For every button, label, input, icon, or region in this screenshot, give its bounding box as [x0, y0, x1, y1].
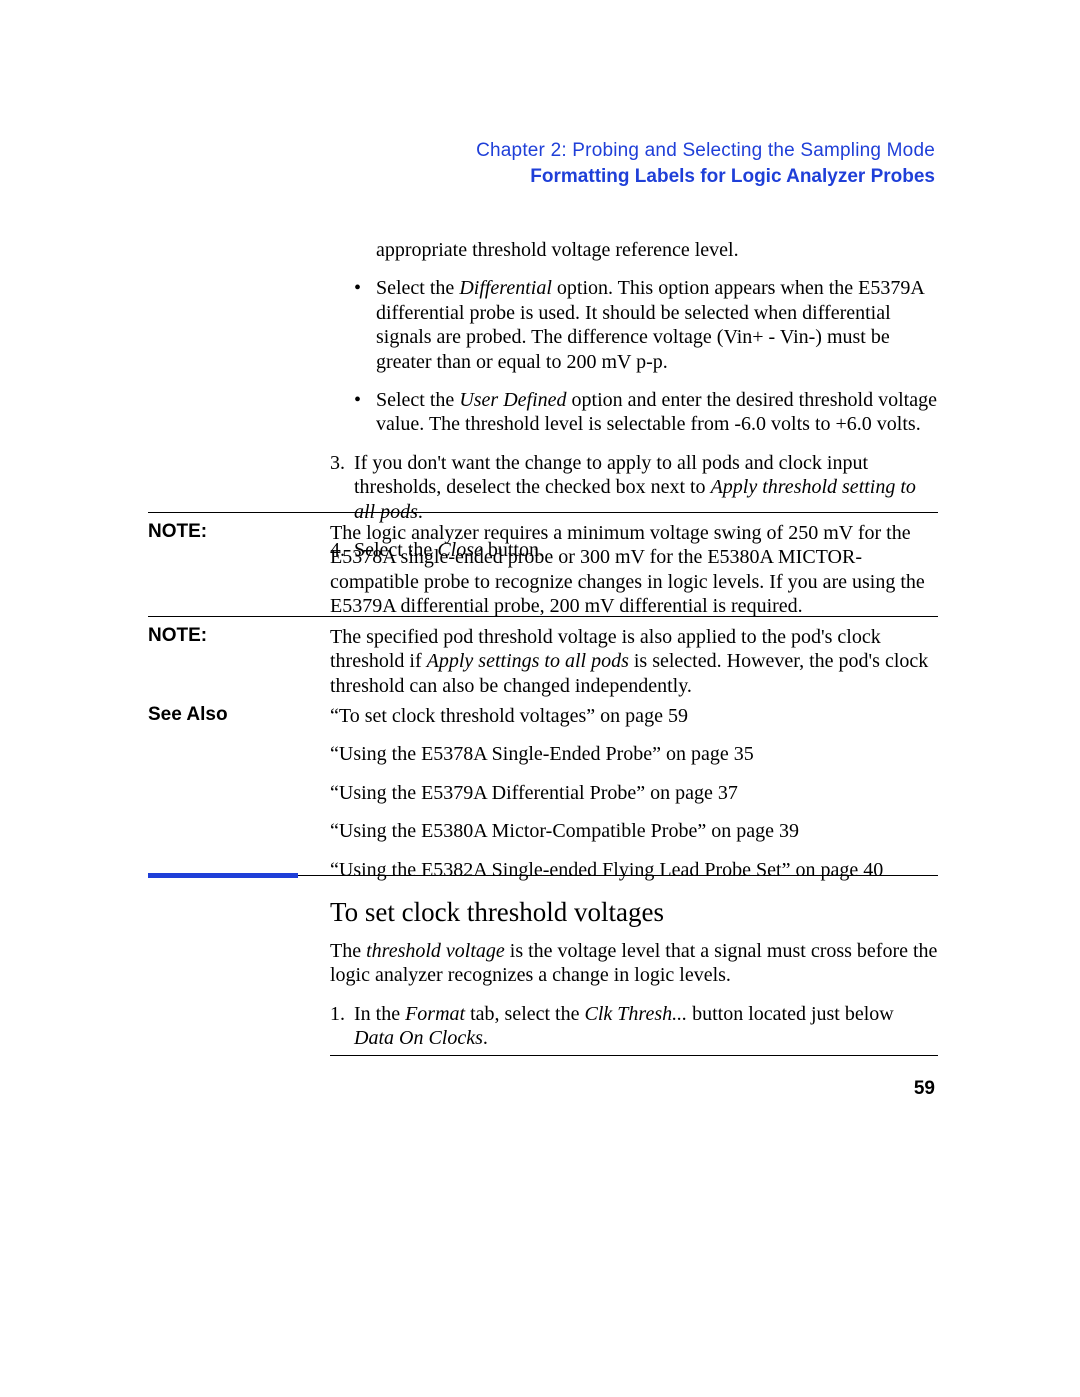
step-number: 1.: [330, 1002, 345, 1026]
step-part-italic: Data On Clocks: [354, 1027, 483, 1049]
page-header: Chapter 2: Probing and Selecting the Sam…: [476, 140, 935, 188]
section-body: The threshold voltage is the voltage lev…: [330, 939, 938, 1065]
document-page: Chapter 2: Probing and Selecting the Sam…: [0, 0, 1080, 1397]
see-also: See Also “To set clock threshold voltage…: [148, 704, 938, 896]
bullet-text-pre: Select the: [376, 277, 459, 299]
see-also-label: See Also: [148, 704, 308, 726]
see-also-item: “To set clock threshold voltages” on pag…: [330, 704, 938, 728]
lead-fragment: appropriate threshold voltage reference …: [330, 238, 940, 262]
footer-rule: [330, 1055, 938, 1056]
see-also-body: “To set clock threshold voltages” on pag…: [330, 704, 938, 882]
see-also-item: “Using the E5378A Single-Ended Probe” on…: [330, 742, 938, 766]
see-also-item: “Using the E5379A Differential Probe” on…: [330, 781, 938, 805]
bullet-italic: Differential: [459, 277, 552, 299]
section-rule: [298, 875, 938, 876]
step-number: 3.: [330, 451, 345, 475]
section-accent-bar: [148, 873, 298, 878]
intro-pre: The: [330, 940, 366, 962]
bullet-user-defined: Select the User Defined option and enter…: [330, 388, 940, 437]
section-title: To set clock threshold voltages: [330, 897, 664, 928]
note-body: The specified pod threshold voltage is a…: [330, 617, 938, 698]
step-part: .: [483, 1027, 488, 1049]
step-part: button located just below: [687, 1003, 894, 1025]
bullet-italic: User Defined: [459, 389, 566, 411]
section-breadcrumb: Formatting Labels for Logic Analyzer Pro…: [476, 166, 935, 188]
note-body: The logic analyzer requires a minimum vo…: [330, 513, 938, 619]
section-intro: The threshold voltage is the voltage lev…: [330, 939, 938, 988]
note-voltage-swing: NOTE: The logic analyzer requires a mini…: [148, 512, 938, 619]
bullet-text-pre: Select the: [376, 389, 459, 411]
see-also-item: “Using the E5382A Single-ended Flying Le…: [330, 858, 938, 882]
note-italic: Apply settings to all pods: [427, 650, 629, 672]
chapter-title: Chapter 2: Probing and Selecting the Sam…: [476, 140, 935, 162]
step-part: tab, select the: [465, 1003, 584, 1025]
page-number: 59: [914, 1078, 935, 1100]
intro-italic: threshold voltage: [366, 940, 505, 962]
see-also-item: “Using the E5380A Mictor-Compatible Prob…: [330, 819, 938, 843]
bullet-differential: Select the Differential option. This opt…: [330, 276, 940, 374]
note-pod-threshold: NOTE: The specified pod threshold voltag…: [148, 616, 938, 698]
step-part: In the: [354, 1003, 405, 1025]
step-part-italic: Format: [405, 1003, 465, 1025]
note-label: NOTE:: [148, 513, 308, 543]
note-label: NOTE:: [148, 617, 308, 647]
section-step-1: 1. In the Format tab, select the Clk Thr…: [330, 1002, 938, 1051]
step-part-italic: Clk Thresh...: [585, 1003, 688, 1025]
